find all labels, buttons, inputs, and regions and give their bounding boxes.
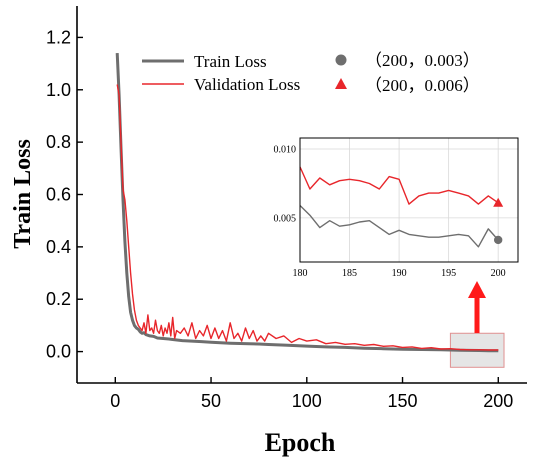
legend-marker-circle — [335, 54, 347, 66]
inset-series-group — [299, 166, 504, 248]
x-tick-label: 0 — [110, 391, 120, 411]
y-tick-label: 1.0 — [46, 80, 71, 100]
inset-y-tick-label: 0.010 — [274, 145, 297, 156]
zoom-arrow — [468, 281, 486, 333]
y-tick-label: 0.6 — [46, 185, 71, 205]
legend-end-value-validation: （200，0.006） — [365, 76, 480, 95]
y-tick-label: 1.2 — [46, 27, 71, 47]
inset-axis-ticks: 180 185 190 195 200 0.005 0.010 — [274, 145, 506, 279]
inset-end-marker-triangle — [493, 197, 504, 207]
inset-train-loss-line — [299, 205, 499, 248]
y-tick-label: 0.0 — [46, 342, 71, 362]
y-tick-label: 0.8 — [46, 132, 71, 152]
inset-y-tick-label: 0.005 — [274, 213, 297, 224]
validation-loss-line — [116, 84, 499, 351]
y-axis-ticks: 0.0 0.2 0.4 0.6 0.8 1.0 1.2 — [46, 27, 83, 362]
x-axis-title: Epoch — [265, 428, 336, 457]
inset-end-marker-circle — [493, 235, 503, 245]
x-tick-label: 150 — [388, 391, 418, 411]
inset-validation-loss-line — [299, 166, 499, 205]
inset-background — [300, 138, 518, 262]
legend-label-validation: Validation Loss — [194, 75, 300, 94]
inset-x-tick-label: 185 — [342, 268, 357, 279]
legend-marker-triangle — [335, 78, 347, 89]
main-series-group — [115, 53, 499, 353]
inset-x-tick-label: 190 — [392, 268, 407, 279]
inset-zoom-plot: 180 185 190 195 200 0.005 0.010 — [274, 137, 519, 279]
legend-end-value-train: （200，0.003） — [365, 51, 480, 70]
y-tick-label: 0.4 — [46, 237, 71, 257]
legend-label-train: Train Loss — [194, 52, 267, 71]
train-loss-line — [115, 53, 499, 353]
inset-x-tick-label: 195 — [441, 268, 456, 279]
x-tick-label: 100 — [292, 391, 322, 411]
x-axis-ticks: 0 50 100 150 200 — [110, 377, 513, 411]
x-tick-label: 50 — [201, 391, 221, 411]
main-plot-area: 0.0 0.2 0.4 0.6 0.8 1.0 1.2 0 50 100 150 200 — [46, 6, 527, 411]
legend: Train Loss Validation Loss （200，0.003） （… — [142, 51, 480, 95]
inset-x-tick-label: 200 — [491, 268, 506, 279]
y-tick-label: 0.2 — [46, 289, 71, 309]
y-axis-title: Train Loss — [10, 139, 36, 249]
x-tick-label: 200 — [483, 391, 513, 411]
inset-frame — [299, 137, 519, 263]
inset-x-tick-label: 180 — [293, 268, 308, 279]
arrow-head — [468, 281, 486, 298]
